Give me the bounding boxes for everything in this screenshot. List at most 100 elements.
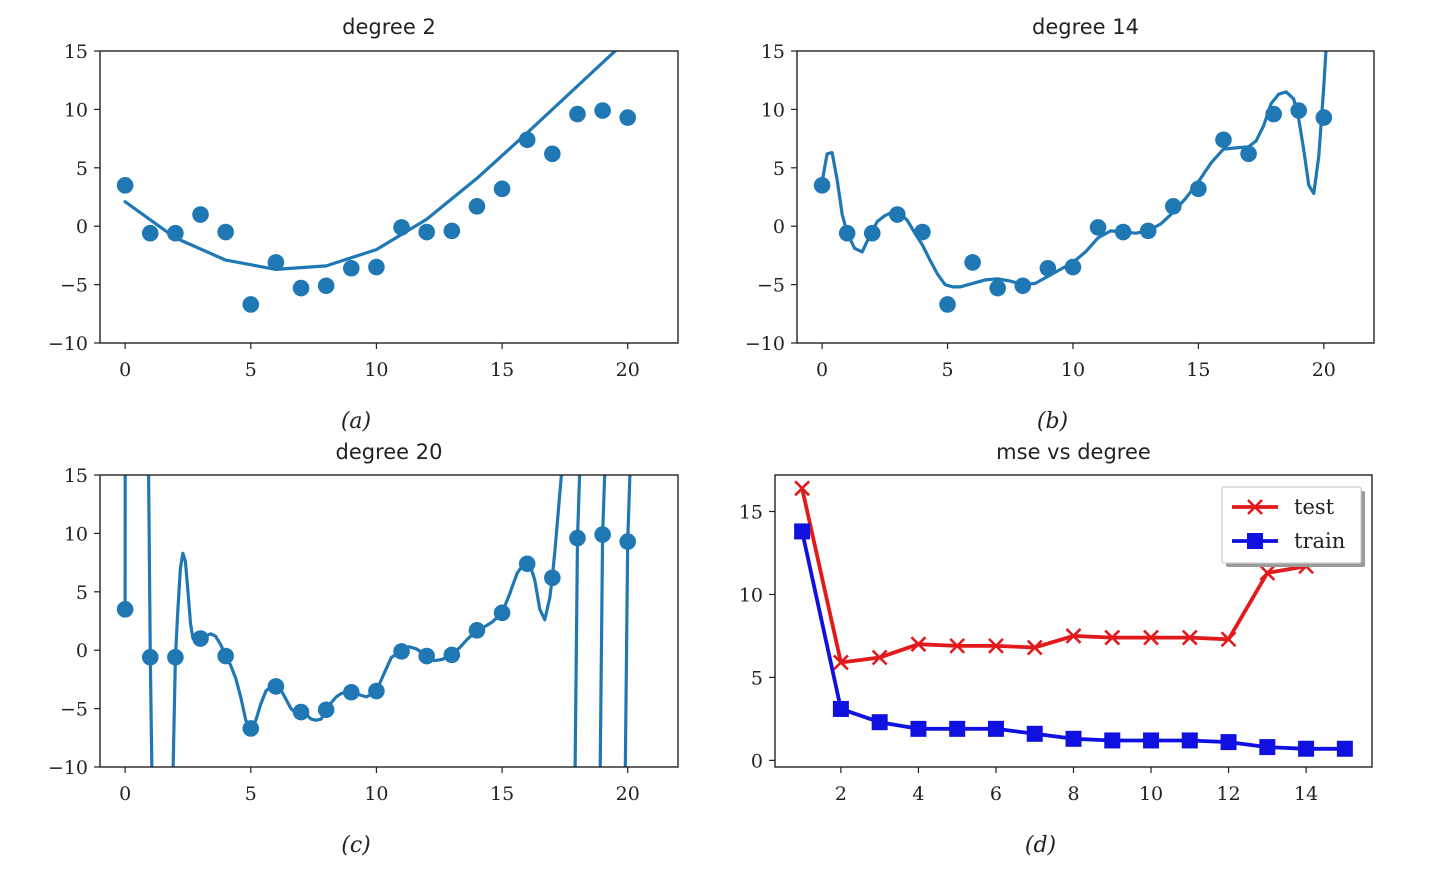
data-point: [167, 224, 184, 242]
data-point: [964, 254, 981, 271]
fit-curve-segment: [573, 475, 582, 767]
data-point: [518, 131, 536, 149]
data-point: [192, 630, 209, 647]
data-point: [368, 682, 385, 700]
fit-curve-segment: [623, 475, 632, 767]
data-point-test: [910, 636, 927, 653]
x-tick-label: 5: [941, 359, 953, 381]
data-point: [493, 604, 511, 622]
legend-label-test: test: [1294, 495, 1335, 519]
data-point: [889, 206, 906, 223]
y-tick-label: 15: [739, 502, 763, 524]
data-point: [1190, 180, 1207, 198]
axes-frame: [99, 474, 679, 768]
y-tick-label: 15: [64, 41, 88, 63]
data-point: [594, 526, 611, 543]
data-point-train: [1026, 725, 1043, 742]
x-tick-label: 15: [490, 359, 514, 381]
data-point: [292, 279, 310, 297]
chart-title: degree 20: [336, 440, 443, 464]
data-point: [192, 206, 209, 223]
plot-area: [116, 51, 637, 313]
data-point: [141, 648, 159, 666]
y-tick-label: 15: [64, 465, 88, 487]
y-tick-label: 15: [761, 41, 785, 63]
y-tick-label: −5: [60, 699, 88, 721]
data-point: [267, 254, 285, 271]
legend-marker-train: [1247, 533, 1263, 549]
data-point: [1290, 102, 1308, 119]
data-point: [619, 533, 637, 550]
data-point-test: [988, 637, 1004, 654]
x-tick-label: 20: [616, 783, 640, 805]
fit-curve: [820, 51, 1328, 289]
chart-panel-2: degree 14 (b) 0 5 10 15 20 −10 −5 0 5 10 15: [745, 15, 1375, 434]
data-point: [518, 555, 536, 573]
data-point: [569, 105, 586, 123]
y-tick-label: 10: [64, 99, 88, 121]
data-point-test: [1143, 629, 1159, 646]
y-tick-label: −5: [60, 275, 88, 297]
y-tick-label: 0: [76, 640, 88, 662]
plot-area: [116, 475, 637, 767]
data-point: [1114, 223, 1132, 241]
data-point: [443, 646, 461, 664]
data-point: [167, 648, 184, 666]
y-tick-label: 0: [76, 216, 88, 238]
chart-panel-4: mse vs degree (d) 2 4 6 8 10 12 14 0 5 10 15 test trai…: [739, 440, 1373, 858]
legend: test train: [1221, 486, 1365, 567]
y-tick-label: −10: [48, 757, 88, 779]
y-tick-label: 10: [761, 99, 785, 121]
data-point: [569, 529, 586, 547]
fit-curve-segment: [147, 475, 154, 767]
y-tick-label: 0: [773, 216, 785, 238]
fit-curve: [123, 51, 618, 271]
y-tick-label: 0: [751, 750, 763, 772]
x-tick-label: 10: [1139, 783, 1163, 805]
data-point: [292, 703, 310, 721]
data-point: [116, 601, 134, 618]
y-tick-label: 5: [751, 667, 763, 689]
data-point-train: [1336, 740, 1353, 757]
data-point: [493, 180, 511, 198]
data-point: [544, 569, 561, 587]
data-point-train: [987, 720, 1004, 737]
data-point-test: [1104, 629, 1121, 646]
data-point: [1064, 258, 1082, 276]
data-point: [838, 224, 856, 242]
data-point-train: [1259, 739, 1276, 756]
data-point-test: [871, 649, 888, 666]
chart-caption: (c): [341, 833, 371, 858]
x-tick-label: 10: [1061, 359, 1085, 381]
plot-area: [794, 480, 1353, 757]
y-tick-label: −5: [757, 275, 785, 297]
y-tick-label: −10: [745, 333, 785, 355]
data-point: [443, 222, 461, 240]
x-tick-label: 20: [1312, 359, 1336, 381]
data-point-test: [1026, 639, 1043, 656]
x-tick-label: 15: [490, 783, 514, 805]
data-point-train: [1181, 732, 1198, 749]
chart-panel-3: degree 20 (c) 0 5 10 15 20 −10 −5 0 5 10 15: [48, 440, 679, 858]
data-point-test: [1259, 564, 1276, 581]
data-point: [368, 258, 385, 276]
x-tick-label: 10: [364, 783, 388, 805]
legend-label-train: train: [1294, 529, 1345, 553]
data-point: [1014, 277, 1032, 295]
x-tick-label: 15: [1186, 359, 1210, 381]
data-point-train: [1298, 740, 1315, 757]
data-point-test: [1181, 629, 1198, 646]
data-point-test: [832, 654, 849, 671]
x-tick-label: 6: [990, 783, 1002, 805]
data-point: [393, 219, 410, 236]
fit-curve-segment: [598, 475, 607, 767]
data-point-train: [1065, 730, 1082, 747]
data-point: [1139, 222, 1157, 240]
data-point: [317, 701, 335, 719]
data-point: [116, 177, 134, 194]
chart-caption: (a): [341, 409, 371, 434]
x-tick-label: 2: [835, 783, 847, 805]
data-point: [317, 277, 335, 295]
plot-area: [813, 51, 1333, 313]
